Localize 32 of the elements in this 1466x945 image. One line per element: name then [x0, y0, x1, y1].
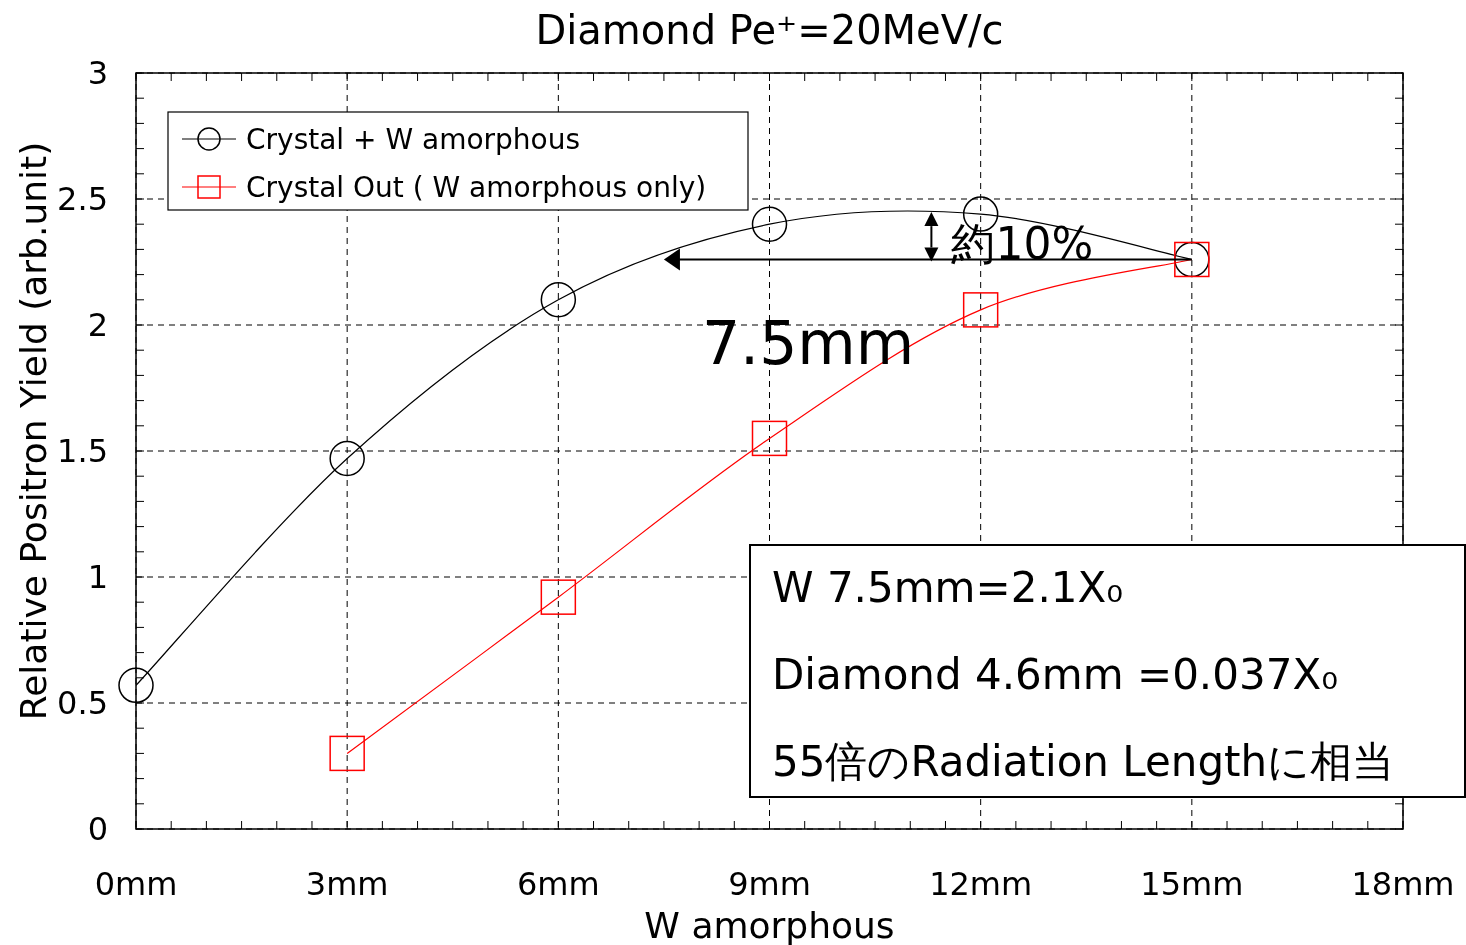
annotation: Diamond 4.6mm =0.037X₀: [772, 650, 1338, 699]
y-tick-label: 3: [87, 54, 108, 92]
x-tick-label: 6mm: [516, 865, 600, 903]
legend-label: Crystal Out ( W amorphous only): [246, 171, 707, 204]
y-axis-title: Relative Positron Yield (arb.unit): [13, 141, 54, 721]
point: [540, 282, 577, 318]
y-tick-label: 1.5: [57, 432, 108, 470]
y-tick-label: 0.5: [57, 684, 108, 722]
point: [540, 579, 577, 615]
annotation: 約10%: [951, 217, 1094, 269]
y-tick-label: 2.5: [57, 180, 108, 218]
point: [751, 420, 788, 457]
point: [751, 206, 788, 242]
x-tick-label: 18mm: [1351, 865, 1455, 903]
x-axis-title: W amorphous: [644, 905, 895, 945]
legend-label: Crystal + W amorphous: [246, 123, 581, 156]
annotation: 7.5mm: [701, 308, 915, 379]
annotation: 55倍のRadiation Lengthに相当: [772, 737, 1395, 786]
point: [329, 440, 365, 477]
y-tick-label: 2: [87, 306, 108, 344]
y-tick-label: 0: [87, 810, 108, 848]
annotation: W 7.5mm=2.1X₀: [772, 563, 1124, 612]
point: [118, 667, 154, 704]
point: [962, 292, 999, 328]
x-tick-label: 0mm: [94, 865, 178, 903]
x-tick-label: 12mm: [929, 865, 1033, 903]
x-tick-label: 3mm: [305, 865, 389, 903]
point: [329, 735, 365, 772]
y-tick-label: 1: [87, 558, 108, 596]
x-tick-label: 15mm: [1140, 865, 1244, 903]
chart-title: Diamond Pe⁺=20MeV/c: [535, 7, 1004, 53]
x-tick-label: 9mm: [728, 865, 811, 903]
